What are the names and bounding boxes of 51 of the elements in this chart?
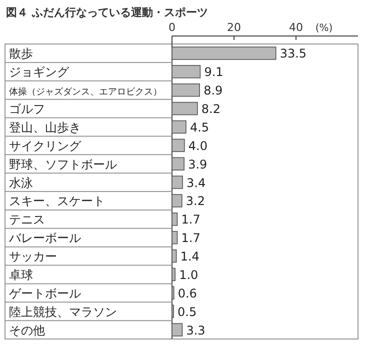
- y-tick-label: サッカー: [9, 250, 57, 264]
- data-label: 0.6: [178, 286, 197, 300]
- y-tick-label: 散歩: [9, 46, 33, 61]
- data-label: 33.5: [280, 46, 307, 61]
- chart-title: 図４ ふだん行なっている運動・スポーツ: [6, 6, 208, 19]
- data-label: 1.7: [181, 212, 200, 227]
- bar: [172, 138, 185, 152]
- data-label: 1.4: [180, 250, 200, 264]
- bar: [172, 120, 186, 134]
- data-label: 1.7: [181, 231, 200, 246]
- data-label: 0.5: [178, 304, 197, 319]
- y-tick-label: 水泳: [9, 176, 33, 190]
- y-tick-label: その他: [9, 323, 45, 338]
- bar: [172, 46, 276, 60]
- y-tick-label: 登山、山歩き: [9, 120, 81, 134]
- y-tick-label: バレーボール: [8, 231, 81, 246]
- data-label: 8.2: [201, 102, 221, 116]
- data-label: 9.1: [204, 65, 224, 80]
- y-tick-label: 野球、ソフトボール: [9, 157, 117, 172]
- data-label: 8.9: [204, 84, 223, 98]
- y-tick-label: テニス: [9, 212, 45, 227]
- y-tick-label: 陸上競技、マラソン: [9, 304, 117, 319]
- bar: [172, 323, 183, 336]
- data-label: 3.9: [188, 157, 208, 172]
- bar: [172, 65, 201, 78]
- data-label: 4.0: [188, 138, 208, 153]
- data-label: 1.0: [179, 268, 198, 282]
- bar: [172, 212, 178, 226]
- data-label: 3.3: [186, 323, 206, 338]
- x-axis-title: (%): [315, 23, 333, 34]
- x-tick-label: 40: [289, 21, 303, 34]
- bar: [172, 157, 184, 170]
- y-tick-label: 体操（ジャズダンス、エアロビクス）: [9, 86, 162, 98]
- bar: [172, 268, 176, 282]
- y-tick-label: 卓球: [9, 268, 33, 282]
- y-tick-label: スキー、スケート: [9, 194, 105, 208]
- bar: [172, 249, 177, 263]
- y-tick-label: ゴルフ: [9, 102, 45, 116]
- y-tick-label: ジョギング: [9, 65, 70, 80]
- x-tick-label: 20: [227, 21, 241, 34]
- bar: [172, 230, 178, 244]
- bar: [172, 83, 200, 97]
- x-tick-label: 0: [168, 21, 176, 34]
- y-tick-label: ゲートボール: [9, 286, 81, 300]
- y-tick-label: サイクリング: [9, 138, 82, 153]
- data-label: 3.4: [186, 176, 206, 190]
- data-label: 4.5: [190, 120, 210, 134]
- bar: [172, 176, 183, 189]
- bar: [172, 194, 182, 208]
- data-label: 3.2: [186, 194, 206, 208]
- bar: [172, 102, 198, 116]
